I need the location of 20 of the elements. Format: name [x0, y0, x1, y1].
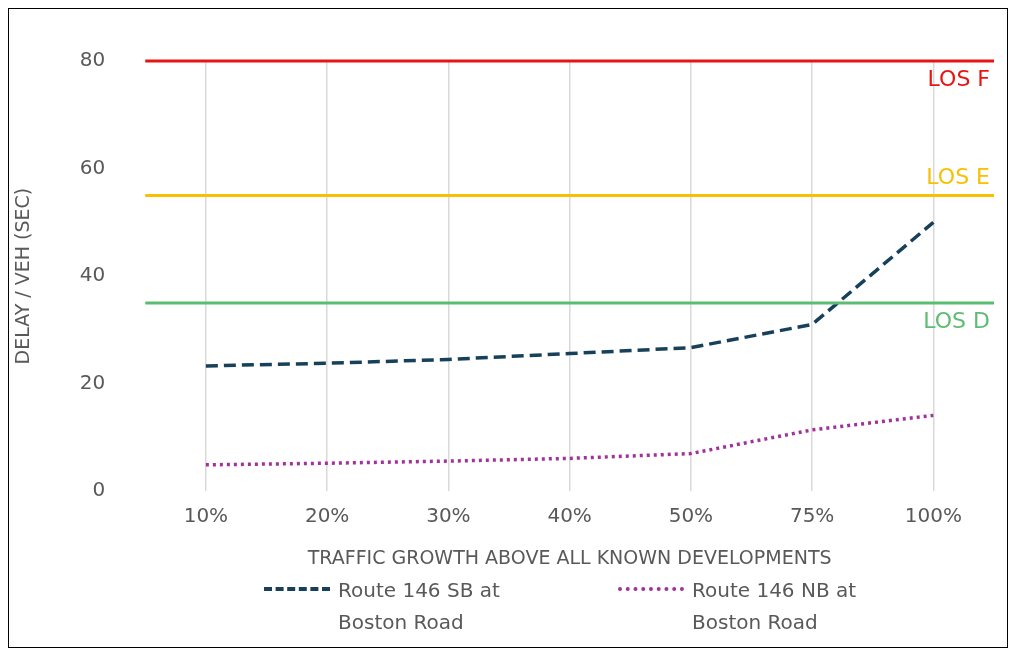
x-tick-label: 50% [668, 503, 714, 528]
ref-line-label: LOS F [927, 65, 990, 91]
ref-line-label: LOS E [926, 164, 990, 190]
y-tick-label: 40 [79, 262, 106, 287]
x-tick-label: 30% [426, 503, 471, 528]
y-tick-label: 20 [79, 369, 106, 394]
x-tick-label: 100% [904, 503, 962, 528]
legend-label: Route 146 SB at Boston Road [338, 577, 501, 636]
x-axis-title: TRAFFIC GROWTH ABOVE ALL KNOWN DEVELOPMENTS [306, 545, 832, 568]
y-tick-label: 80 [79, 47, 106, 72]
line-series [204, 413, 936, 467]
x-tick-label: 40% [547, 503, 592, 528]
y-tick-label: 0 [92, 477, 106, 502]
ref-line-label: LOS D [923, 307, 990, 333]
x-tick-label: 75% [789, 503, 835, 528]
legend-label: Route 146 NB at Boston Road [692, 577, 858, 636]
y-axis-title: DELAY / VEH (SEC) [11, 187, 34, 365]
x-tick-label: 20% [304, 503, 350, 528]
y-tick-label: 60 [79, 154, 106, 179]
x-tick-label: 10% [183, 503, 229, 528]
